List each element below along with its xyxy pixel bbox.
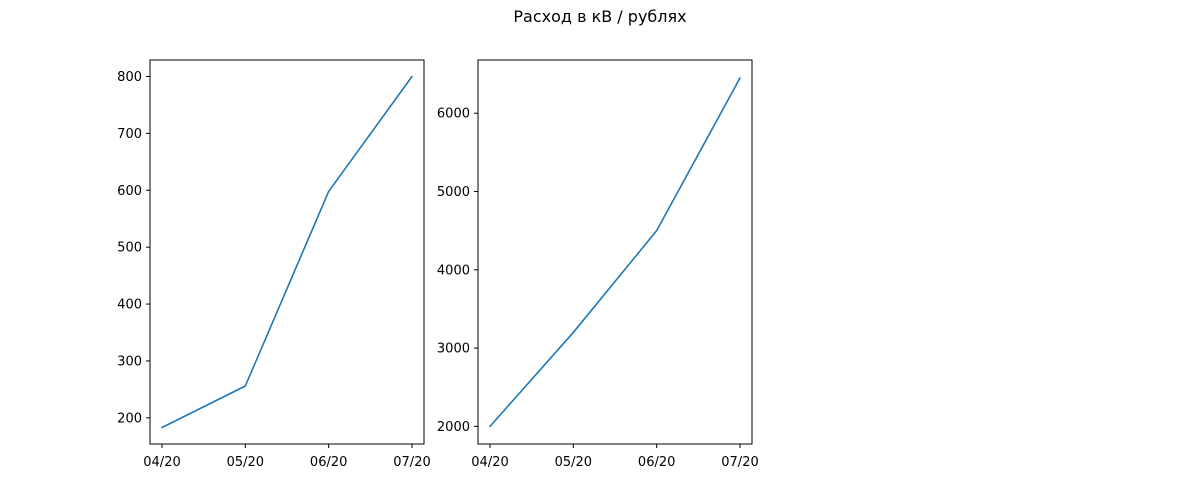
y-tick-label: 700 (117, 127, 142, 142)
x-tick-label: 05/20 (227, 455, 264, 470)
chart-panel-2: 04/20 05/20 06/20 07/20 2000 3000 4000 5000 6000 (437, 59, 759, 470)
data-point (411, 75, 413, 78)
figure-title: Расход в кВ / рублях (513, 7, 687, 26)
y-tick-label: 600 (117, 184, 142, 199)
x-tick-label: 04/20 (143, 455, 180, 470)
plot-area-frame (477, 59, 753, 445)
data-point (572, 331, 575, 334)
y-tick-label: 400 (117, 298, 142, 313)
x-tick-label: 06/20 (638, 455, 675, 470)
data-point (739, 77, 741, 79)
data-point (489, 425, 491, 428)
x-tick-label: 04/20 (471, 455, 508, 470)
y-tick-label: 4000 (437, 263, 470, 278)
y-tick-label: 2000 (437, 420, 470, 435)
x-tick-label: 07/20 (393, 455, 430, 470)
y-tick-label: 5000 (437, 185, 470, 200)
x-tick-label: 05/20 (555, 455, 592, 470)
series-line-1 (161, 76, 413, 429)
data-point (655, 229, 658, 232)
y-tick-label: 500 (117, 241, 142, 256)
chart-panel-1: 04/20 05/20 06/20 07/20 200 300 400 500 600 700 80… (117, 59, 431, 470)
series-line-1 (489, 77, 741, 427)
x-tick-label: 07/20 (721, 455, 758, 470)
y-tick-label: 200 (117, 411, 142, 426)
y-tick-label: 3000 (437, 342, 470, 357)
y-tick-label: 800 (117, 70, 142, 85)
data-point (244, 385, 247, 387)
plot-area-frame (149, 59, 425, 445)
x-tick-label: 06/20 (310, 455, 347, 470)
y-tick-label: 300 (117, 354, 142, 369)
data-point (327, 190, 330, 193)
data-point (161, 426, 163, 429)
y-tick-label: 6000 (437, 107, 470, 122)
